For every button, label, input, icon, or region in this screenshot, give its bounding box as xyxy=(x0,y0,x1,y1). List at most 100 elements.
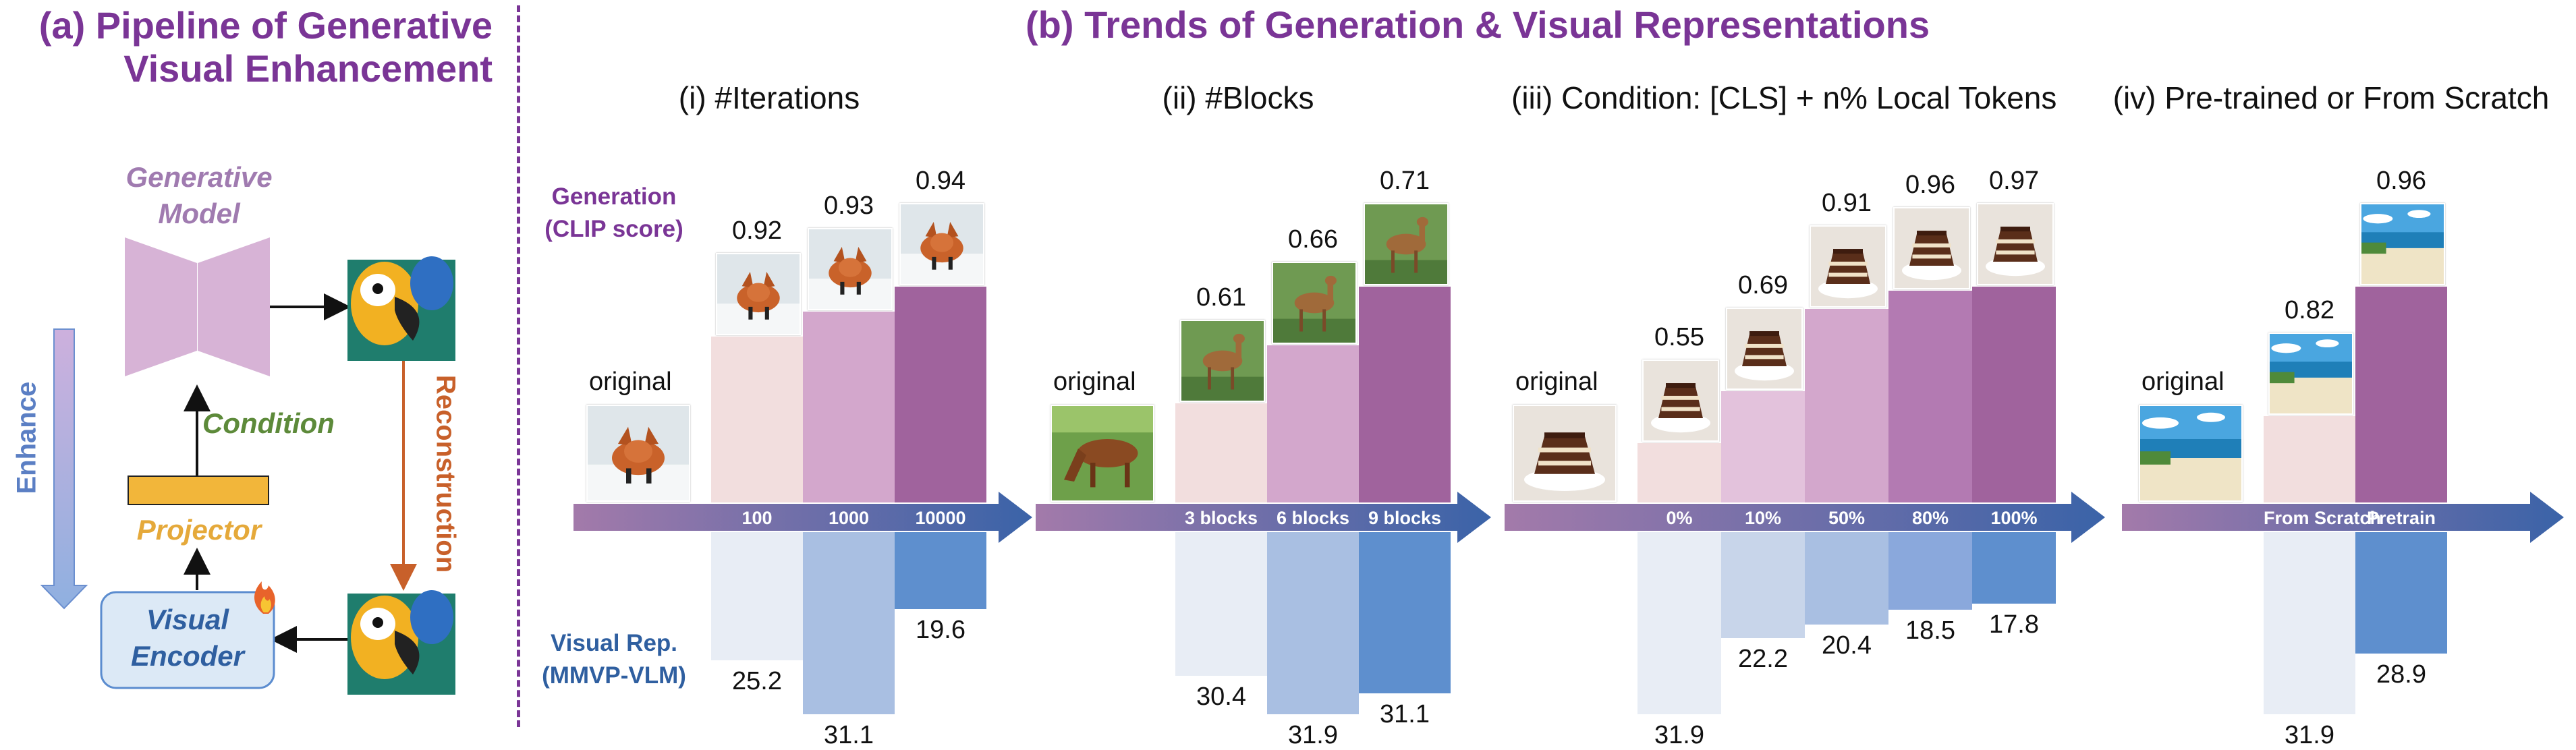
generation-bar xyxy=(711,337,803,502)
chart-axis-arrow xyxy=(1036,492,1498,562)
generated-thumbnail xyxy=(808,228,893,311)
original-thumbnail xyxy=(2139,405,2243,502)
generation-value-label: 0.92 xyxy=(732,217,782,246)
visual-encoder-label: Visual Encoder xyxy=(130,604,245,672)
visual-rep-value-label: 31.1 xyxy=(824,721,874,749)
generation-value-label: 0.71 xyxy=(1380,167,1430,195)
generation-bar xyxy=(895,287,986,502)
generated-thumbnail xyxy=(2268,332,2353,415)
pipeline-diagram: Generative Model Condition Projector Vis… xyxy=(0,0,513,730)
axis-tick-label: 100 xyxy=(741,508,773,528)
visual-rep-bar xyxy=(711,532,803,661)
generation-bar xyxy=(1805,309,1888,502)
generated-thumbnail xyxy=(1726,307,1803,390)
visual-rep-value-label: 28.9 xyxy=(2376,660,2426,689)
generated-thumbnail xyxy=(1810,225,1886,308)
original-label: original xyxy=(1515,368,1598,396)
visual-rep-bar xyxy=(2355,532,2447,654)
visual-rep-bar xyxy=(1972,532,2056,604)
generation-value-label: 0.96 xyxy=(1905,170,1955,199)
visual-rep-value-label: 17.8 xyxy=(1989,610,2039,639)
axis-tick-label: 1000 xyxy=(828,508,870,528)
visual-rep-value-label: 25.2 xyxy=(732,667,782,696)
chart-title: (ii) #Blocks xyxy=(1162,80,1314,115)
axis-tick-label: 50% xyxy=(1828,508,1866,528)
original-label: original xyxy=(589,368,672,396)
visual-rep-value-label: 22.2 xyxy=(1738,645,1788,674)
generation-bar xyxy=(803,312,895,502)
generated-thumbnail xyxy=(1180,320,1265,403)
generated-thumbnail xyxy=(899,203,984,285)
axis-tick-label: 9 blocks xyxy=(1368,508,1442,528)
generation-value-label: 0.82 xyxy=(2285,295,2334,324)
generative-model-left-shape xyxy=(125,237,197,376)
trends-charts: (i) #Iterations original 0.92 25.2 100 0.93 3… xyxy=(573,80,2564,749)
original-label: original xyxy=(2141,368,2224,396)
parrot-output-image xyxy=(347,256,455,361)
visual-rep-value-label: 19.6 xyxy=(916,616,965,645)
visual-rep-value-label: 20.4 xyxy=(1822,631,1872,660)
generated-thumbnail xyxy=(1977,203,2054,285)
axis-tick-label: 80% xyxy=(1911,508,1949,528)
generation-value-label: 0.66 xyxy=(1288,225,1338,254)
generation-bar xyxy=(1972,287,2056,502)
chart-title: (i) #Iterations xyxy=(678,80,860,115)
generation-value-label: 0.55 xyxy=(1654,323,1704,352)
visual-rep-bar xyxy=(803,532,895,714)
generative-model-right-shape xyxy=(198,237,270,376)
left-panel-title: (a) Pipeline of Generative Visual Enhanc… xyxy=(38,4,493,90)
original-thumbnail xyxy=(1513,405,1617,502)
visual-rep-bar xyxy=(1637,532,1721,714)
generation-bar xyxy=(2355,287,2447,502)
visual-rep-value-label: 30.4 xyxy=(1196,682,1246,711)
axis-tick-label: 10% xyxy=(1744,508,1782,528)
visual-rep-bar xyxy=(1359,532,1451,694)
generation-bar xyxy=(1267,345,1359,502)
generation-bar xyxy=(1888,290,1972,502)
visual-rep-value-label: 31.9 xyxy=(1654,721,1704,749)
chart-title: (iii) Condition: [CLS] + n% Local Tokens xyxy=(1511,80,2057,115)
visual-rep-value-label: 18.5 xyxy=(1905,616,1955,645)
projector-label: Projector xyxy=(136,514,262,546)
axis-tick-label: 100% xyxy=(1990,508,2038,528)
visual-rep-bar xyxy=(895,532,986,610)
generated-thumbnail xyxy=(1272,261,1357,344)
generated-thumbnail xyxy=(1642,359,1719,442)
visual-rep-bar xyxy=(1888,532,1972,610)
axis-tick-label: From Scratch xyxy=(2264,508,2382,528)
generation-value-label: 0.93 xyxy=(824,192,874,221)
generated-thumbnail xyxy=(1893,206,1970,289)
chart-axis-arrow xyxy=(1505,492,2112,562)
right-panel-title: (b) Trends of Generation & Visual Repres… xyxy=(1026,3,1930,46)
visual-rep-bar xyxy=(2264,532,2355,714)
generation-value-label: 0.91 xyxy=(1822,189,1872,218)
parrot-input-image xyxy=(347,590,455,695)
enhance-arrow-icon xyxy=(40,328,88,610)
visual-rep-axis-label: Visual Rep. (MMVP-VLM) xyxy=(542,630,686,689)
visual-rep-bar xyxy=(1721,532,1805,639)
generation-value-label: 0.96 xyxy=(2376,167,2426,195)
generation-value-label: 0.61 xyxy=(1196,283,1246,312)
projector-box xyxy=(128,475,269,505)
generation-axis-label: Generation (CLIP score) xyxy=(544,183,683,242)
chart-title: (iv) Pre-trained or From Scratch xyxy=(2112,80,2550,115)
generation-bar xyxy=(1721,391,1805,502)
original-label: original xyxy=(1053,368,1136,396)
condition-label: Condition xyxy=(202,407,335,439)
generation-bar xyxy=(1637,443,1721,502)
visual-rep-value-label: 31.1 xyxy=(1380,700,1430,729)
original-thumbnail xyxy=(1051,405,1154,502)
generation-value-label: 0.97 xyxy=(1989,167,2039,195)
original-thumbnail xyxy=(586,405,690,502)
axis-tick-label: 0% xyxy=(1666,508,1693,528)
chart-axis-arrow xyxy=(573,492,1039,562)
generated-thumbnail xyxy=(716,253,801,336)
visual-rep-bar xyxy=(1175,532,1267,676)
visual-rep-bar xyxy=(1267,532,1359,714)
generation-bar xyxy=(1175,403,1267,502)
visual-rep-value-label: 31.9 xyxy=(2285,721,2334,749)
panel-divider xyxy=(517,5,520,727)
visual-rep-bar xyxy=(1805,532,1888,625)
generation-bar xyxy=(1359,287,1451,502)
visual-rep-value-label: 31.9 xyxy=(1288,721,1338,749)
